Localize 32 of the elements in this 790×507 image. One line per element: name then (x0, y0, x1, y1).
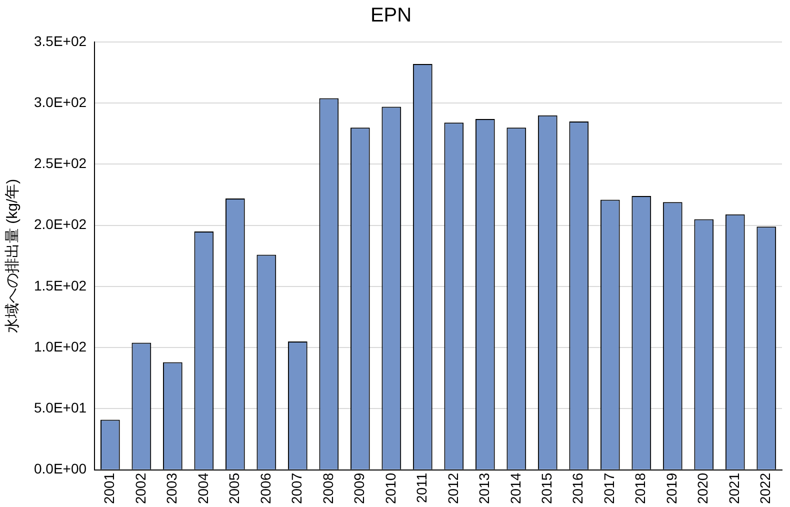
x-tick-label: 2007 (288, 472, 305, 504)
y-tick-label: 1.0E+02 (34, 338, 87, 354)
x-tick-label: 2006 (257, 472, 274, 504)
x-tick-label: 2017 (600, 472, 617, 504)
y-tick-label: 2.0E+02 (34, 216, 87, 232)
x-tick-label: 2011 (414, 472, 430, 503)
y-axis-title: 水域への排出量 (kg/年) (4, 178, 22, 334)
x-tick-label: 2015 (538, 472, 554, 504)
x-tick-label: 2001 (101, 472, 118, 504)
y-tick-label: 1.5E+02 (34, 277, 87, 294)
chart-title: EPN (370, 4, 412, 27)
y-tick-label: 3.0E+02 (34, 94, 87, 110)
x-tick-label: 2020 (694, 472, 711, 504)
x-tick-label: 2002 (132, 472, 148, 504)
x-tick-label: 2013 (476, 472, 492, 504)
y-tick-label: 3.5E+02 (34, 32, 87, 49)
y-tick-label: 5.0E+01 (34, 400, 87, 416)
x-tick-label: 2014 (507, 472, 524, 504)
x-tick-label: 2005 (226, 472, 242, 504)
x-tick-label: 2010 (382, 472, 398, 504)
x-tick-label: 2016 (570, 472, 586, 504)
x-tick-label: 2019 (663, 472, 680, 504)
x-tick-label: 2003 (164, 472, 180, 504)
x-tick-label: 2018 (632, 472, 648, 504)
x-tick-label: 2004 (194, 472, 211, 504)
x-tick-label: 2021 (726, 472, 742, 504)
y-tick-label: 0.0E+00 (34, 460, 87, 477)
y-tick-label: 2.5E+02 (34, 155, 87, 172)
x-tick-label: 2009 (351, 472, 368, 504)
x-tick-label: 2012 (444, 472, 461, 504)
x-tick-label: 2022 (757, 472, 774, 504)
x-tick-label: 2008 (320, 472, 336, 504)
